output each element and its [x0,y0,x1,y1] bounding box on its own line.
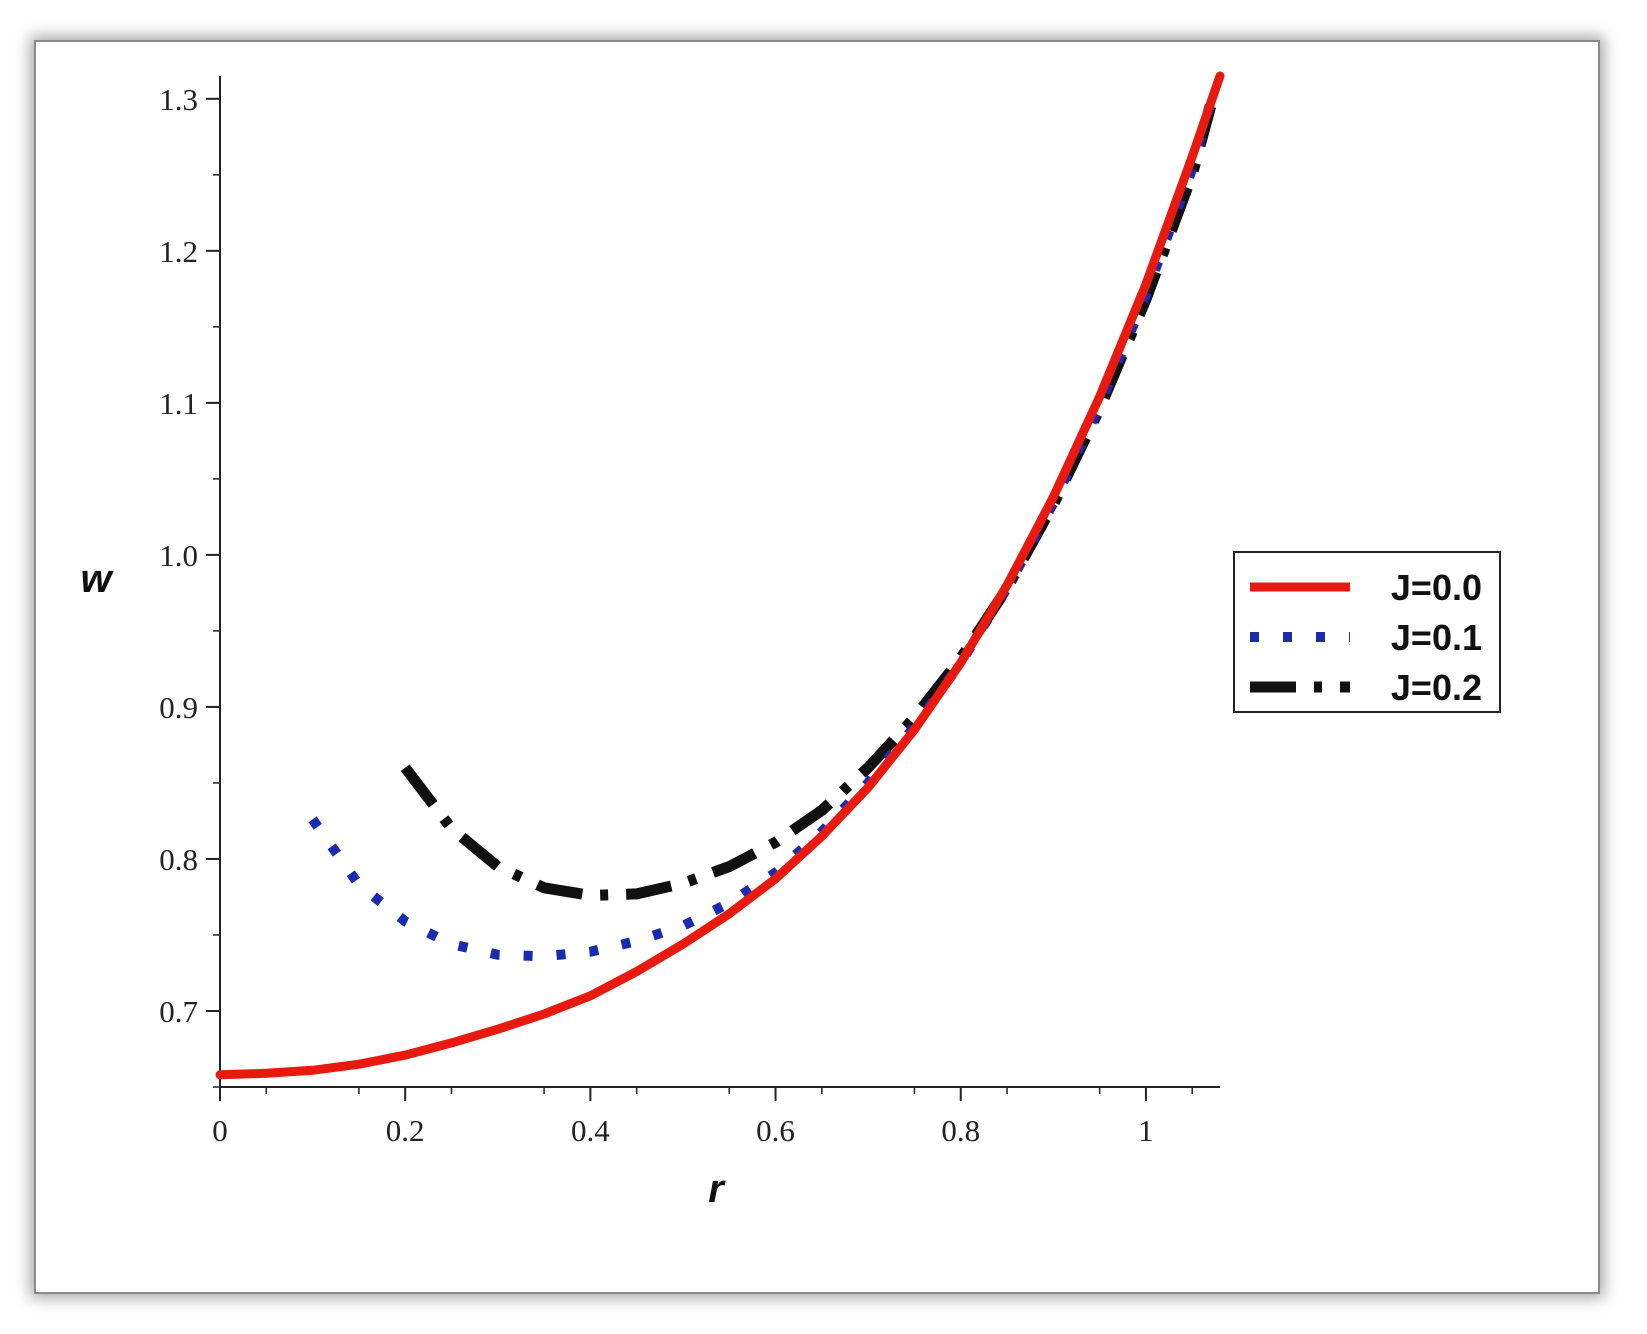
axes: 0 0.2 0.4 0.6 0.8 1 0.7 0.8 0.9 1.0 1.1 1.2 1.3 [159,76,1220,1148]
legend-label: J=0.0 [1391,567,1482,608]
legend: J=0.0 J=0.1 J=0.2 [1233,551,1501,713]
x-tick-label: 1 [1138,1113,1154,1148]
x-tick-label: 0.4 [571,1113,610,1148]
y-tick-label: 1.1 [159,386,198,421]
x-tick-label: 0.6 [756,1113,795,1148]
line-chart: 0 0.2 0.4 0.6 0.8 1 0.7 0.8 0.9 1.0 1.1 1.2 1.3 J=0.… [80,71,1501,1211]
plot-series [215,71,1225,1080]
y-tick-label: 1.0 [159,538,198,573]
y-tick-label: 0.9 [159,690,198,725]
series-line-j-0-0 [215,71,1225,1080]
y-tick-label: 1.3 [159,82,198,117]
series-line-j-0-2 [400,104,1217,901]
x-tick-label: 0 [212,1113,228,1148]
x-tick-label: 0.2 [386,1113,425,1148]
y-axis-title: w [80,557,114,601]
legend-label: J=0.2 [1391,667,1482,708]
x-tick-label: 0.8 [941,1113,980,1148]
series-line-j-0-1 [308,100,1216,962]
y-tick-label: 0.7 [159,994,198,1029]
y-tick-label: 1.2 [159,234,198,269]
x-axis-title: r [708,1167,726,1211]
figure-frame: 0 0.2 0.4 0.6 0.8 1 0.7 0.8 0.9 1.0 1.1 1.2 1.3 J=0.… [34,40,1600,1294]
y-tick-label: 0.8 [159,842,198,877]
legend-label: J=0.1 [1391,617,1482,658]
